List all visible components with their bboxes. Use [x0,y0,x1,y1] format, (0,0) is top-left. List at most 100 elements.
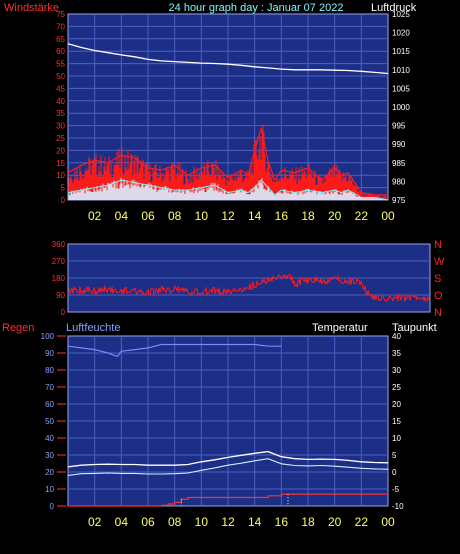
humidity-tick-label: 80 [45,366,54,375]
wind-tick-label: 15 [56,159,65,168]
x-tick-label: 00 [381,209,395,223]
pressure-tick-label: 1005 [392,84,410,93]
x-tick-label: 02 [88,515,102,529]
x-tick-label: 18 [301,209,315,223]
x-tick-label: 04 [115,515,129,529]
wind-x-axis-ticks: 02 04 06 08 10 12 14 16 18 20 22 00 [88,209,395,223]
pressure-tick-label: 985 [392,159,406,168]
compass-label: O [434,290,443,302]
pressure-tick-label: 1010 [392,66,410,75]
temperature-tick-label: 40 [392,332,401,341]
humidity-tick-label: 50 [45,417,54,426]
x-tick-label: 16 [275,515,289,529]
wind-average-line [67,179,389,201]
pressure-axis-title: Luftdruck [371,2,417,14]
humidity-tick-label: 60 [45,400,54,409]
wind-tick-label: 0 [61,196,66,205]
x-tick-label: 14 [248,209,262,223]
x-tick-label: 08 [168,209,182,223]
humidity-tick-label: 30 [45,451,54,460]
x-tick-label: 12 [221,209,235,223]
wind-tick-label: 60 [56,47,65,56]
direction-degree-label: 90 [56,291,65,300]
humidity-temperature-panel: 0 10 20 30 40 50 60 70 80 90 100 -10 -5 0 5 10 15 20 25 30… [41,332,404,529]
direction-degree-ticks: 0 90 180 270 360 [52,240,66,317]
temperature-tick-label: 35 [392,349,401,358]
pressure-tick-label: 1015 [392,47,410,56]
wind-direction-series [68,273,430,303]
wind-tick-label: 45 [56,84,65,93]
pressure-tick-label: 975 [392,196,406,205]
pressure-tick-label: 980 [392,177,406,186]
temperature-tick-label: 10 [392,434,401,443]
temperature-tick-label: -10 [392,502,404,511]
compass-label: S [434,273,441,285]
dewpoint-line [67,458,389,476]
graph-title: 24 hour graph day : Januar 07 2022 [169,2,344,14]
wind-tick-label: 35 [56,109,65,118]
dewpoint-axis-title: Taupunkt [392,322,437,334]
temperature-tick-label: 15 [392,417,401,426]
wind-axis-ticks: 0 5 10 15 20 25 30 35 40 45 50 55 60 65 70 75 [56,10,65,205]
wind-tick-label: 5 [61,184,66,193]
compass-label: W [434,256,445,268]
x-tick-label: 02 [88,209,102,223]
wind-gust-line [67,127,388,196]
wind-axis-title: Windstärke [4,2,59,14]
direction-degree-label: 180 [52,274,66,283]
pressure-tick-label: 990 [392,140,406,149]
wind-tick-label: 10 [56,171,65,180]
x-tick-label: 22 [355,209,369,223]
wind-pressure-series [67,43,389,201]
wind-tick-label: 40 [56,97,65,106]
pressure-tick-label: 1000 [392,103,410,112]
temperature-tick-label: 0 [392,468,397,477]
wind-tick-label: 30 [56,122,65,131]
direction-degree-label: 0 [61,308,66,317]
x-tick-label: 08 [168,515,182,529]
wind-tick-label: 65 [56,35,65,44]
x-tick-label: 18 [301,515,315,529]
temperature-axis-ticks: -10 -5 0 5 10 15 20 25 30 35 40 [392,332,404,511]
wind-tick-label: 20 [56,146,65,155]
x-tick-label: 20 [328,515,342,529]
humidity-tick-label: 10 [45,485,54,494]
wind-tick-label: 70 [56,22,65,31]
x-tick-label: 04 [115,209,129,223]
temperature-tick-label: 25 [392,383,401,392]
humidity-tick-label: 40 [45,434,54,443]
wind-tick-label: 55 [56,60,65,69]
x-tick-label: 20 [328,209,342,223]
x-tick-label: 22 [355,515,369,529]
compass-label: N [434,239,442,251]
humidity-tick-label: 100 [41,332,55,341]
temperature-label: Temperatur [312,322,368,334]
x-tick-label: 06 [141,209,155,223]
rain-humidity-axis-ticks: 0 10 20 30 40 50 60 70 80 90 100 [41,332,66,511]
x-tick-label: 00 [381,515,395,529]
wind-average-bars [68,177,387,200]
temperature-tick-label: 30 [392,366,401,375]
humidity-label: Luftfeuchte [66,322,120,334]
rain-axis-title: Regen [2,322,34,334]
pressure-line [67,43,389,75]
pressure-axis-ticks: 975 980 985 990 995 1000 1005 1010 1015 1020 1025 [392,10,410,205]
pressure-tick-label: 995 [392,122,406,131]
direction-degree-label: 270 [52,257,66,266]
humidity-tick-label: 90 [45,349,54,358]
temperature-tick-label: -5 [392,485,400,494]
x-tick-label: 12 [221,515,235,529]
x-tick-label: 14 [248,515,262,529]
humidity-tick-label: 20 [45,468,54,477]
humidity-tick-label: 0 [50,502,55,511]
wind-direction-line [68,273,430,303]
direction-degree-label: 360 [52,240,66,249]
pressure-tick-label: 1025 [392,10,410,19]
temperature-tick-label: 20 [392,400,401,409]
humidity-temperature-series [67,343,389,507]
x-tick-label: 16 [275,209,289,223]
